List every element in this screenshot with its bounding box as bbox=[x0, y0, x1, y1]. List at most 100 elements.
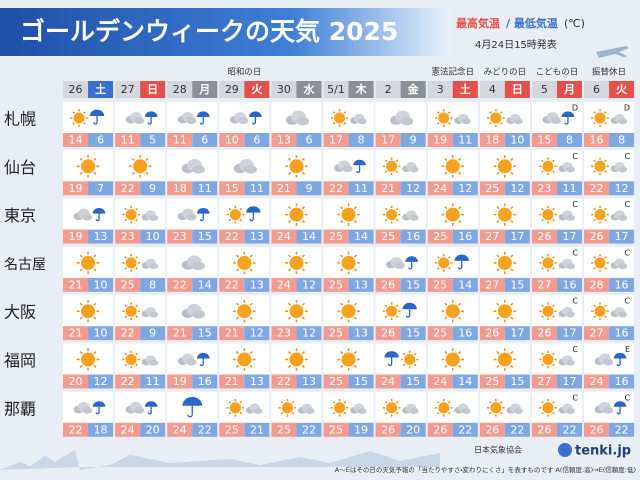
max-band bbox=[323, 326, 349, 341]
weekday-box bbox=[348, 81, 374, 98]
weather-icon bbox=[337, 203, 360, 226]
umbrella bbox=[405, 256, 418, 262]
weather-icon bbox=[591, 157, 628, 176]
max-band bbox=[531, 229, 557, 244]
sun-ray bbox=[541, 401, 544, 404]
reliability: C bbox=[625, 200, 631, 209]
min-band bbox=[244, 374, 270, 389]
min-band bbox=[400, 277, 426, 292]
weather-icon bbox=[591, 302, 628, 320]
sun-ray bbox=[353, 220, 357, 224]
sun-ray bbox=[124, 218, 128, 222]
sun-ray bbox=[604, 267, 607, 270]
weather-icon bbox=[226, 205, 261, 224]
sun-ray bbox=[541, 218, 544, 222]
sun-ray bbox=[353, 316, 357, 320]
sun bbox=[341, 255, 356, 270]
min-band bbox=[504, 326, 530, 341]
min-band bbox=[556, 181, 582, 196]
max-temp: 25 bbox=[121, 278, 135, 291]
sun bbox=[542, 305, 554, 317]
min-temp: 17 bbox=[510, 327, 524, 340]
sun-ray bbox=[291, 411, 295, 415]
max-temp: 26 bbox=[537, 423, 551, 436]
max-band bbox=[427, 374, 453, 389]
min-band bbox=[556, 422, 582, 437]
weather-icon bbox=[122, 350, 159, 369]
min-band bbox=[140, 374, 166, 389]
weather-icon bbox=[384, 350, 419, 369]
min-band bbox=[244, 229, 270, 244]
min-temp: 9 bbox=[410, 134, 417, 147]
max-temp: 13 bbox=[277, 134, 291, 147]
max-band bbox=[115, 374, 141, 389]
cloud bbox=[394, 262, 405, 269]
max-temp: 27 bbox=[537, 278, 551, 291]
max-band bbox=[427, 229, 453, 244]
max-temp: 16 bbox=[590, 134, 604, 147]
sun bbox=[73, 112, 85, 124]
min-band bbox=[140, 133, 166, 147]
min-band bbox=[348, 277, 374, 292]
max-band bbox=[479, 326, 505, 341]
sun-ray bbox=[436, 411, 440, 415]
city-cell bbox=[2, 246, 60, 293]
max-temp: 22 bbox=[329, 182, 343, 195]
sun-ray bbox=[458, 364, 462, 368]
min-temp: 5 bbox=[149, 134, 156, 147]
cloud bbox=[296, 116, 310, 126]
weather-icon bbox=[337, 251, 360, 275]
weather-icon bbox=[542, 111, 575, 125]
min-band bbox=[348, 326, 374, 341]
umbrella bbox=[249, 111, 262, 117]
min-temp: 12 bbox=[250, 327, 264, 340]
weather-icon bbox=[334, 159, 366, 173]
sun-ray bbox=[228, 207, 232, 211]
max-temp: 25 bbox=[433, 327, 447, 340]
weekday-box bbox=[556, 81, 582, 98]
weather-icon bbox=[493, 251, 517, 275]
weather-icon bbox=[434, 399, 471, 417]
max-band bbox=[479, 374, 505, 389]
plane-icon bbox=[596, 46, 629, 58]
sun-ray bbox=[353, 254, 357, 258]
min-temp: 22 bbox=[458, 423, 472, 436]
sun-ray bbox=[489, 111, 492, 114]
sun-ray bbox=[604, 315, 607, 318]
date: 30 bbox=[277, 83, 291, 96]
weekday: 金 bbox=[408, 82, 419, 96]
max-temp: 25 bbox=[225, 423, 239, 436]
max-temp: 25 bbox=[433, 278, 447, 291]
max-temp: 24 bbox=[173, 423, 187, 436]
date: 27 bbox=[121, 83, 135, 96]
weather-icon bbox=[441, 300, 464, 323]
sun-ray bbox=[288, 364, 292, 368]
sun bbox=[594, 257, 606, 269]
sun-ray bbox=[343, 401, 347, 404]
min-temp: 12 bbox=[94, 375, 108, 388]
sun bbox=[125, 305, 137, 317]
min-temp: 11 bbox=[146, 375, 160, 388]
cloud bbox=[149, 311, 159, 318]
min-band bbox=[296, 422, 322, 437]
sun-ray bbox=[353, 364, 357, 368]
max-temp: 28 bbox=[590, 278, 604, 291]
weekday: 火 bbox=[616, 83, 627, 96]
sun-ray bbox=[604, 159, 607, 163]
sun-ray bbox=[496, 351, 500, 355]
sun-ray bbox=[436, 256, 440, 259]
sun-ray bbox=[593, 304, 596, 308]
umbrella-handle bbox=[408, 261, 413, 270]
max-band bbox=[63, 277, 89, 292]
max-band bbox=[271, 422, 297, 437]
weather-icon bbox=[441, 203, 464, 226]
cloud bbox=[186, 358, 197, 366]
sun bbox=[386, 209, 398, 221]
min-temp: 8 bbox=[149, 278, 156, 291]
cloud bbox=[565, 359, 575, 366]
sun bbox=[334, 112, 346, 124]
date: 3 bbox=[437, 83, 444, 96]
cloud bbox=[186, 213, 197, 221]
weather-icon bbox=[441, 348, 464, 371]
sun-ray bbox=[395, 218, 399, 222]
